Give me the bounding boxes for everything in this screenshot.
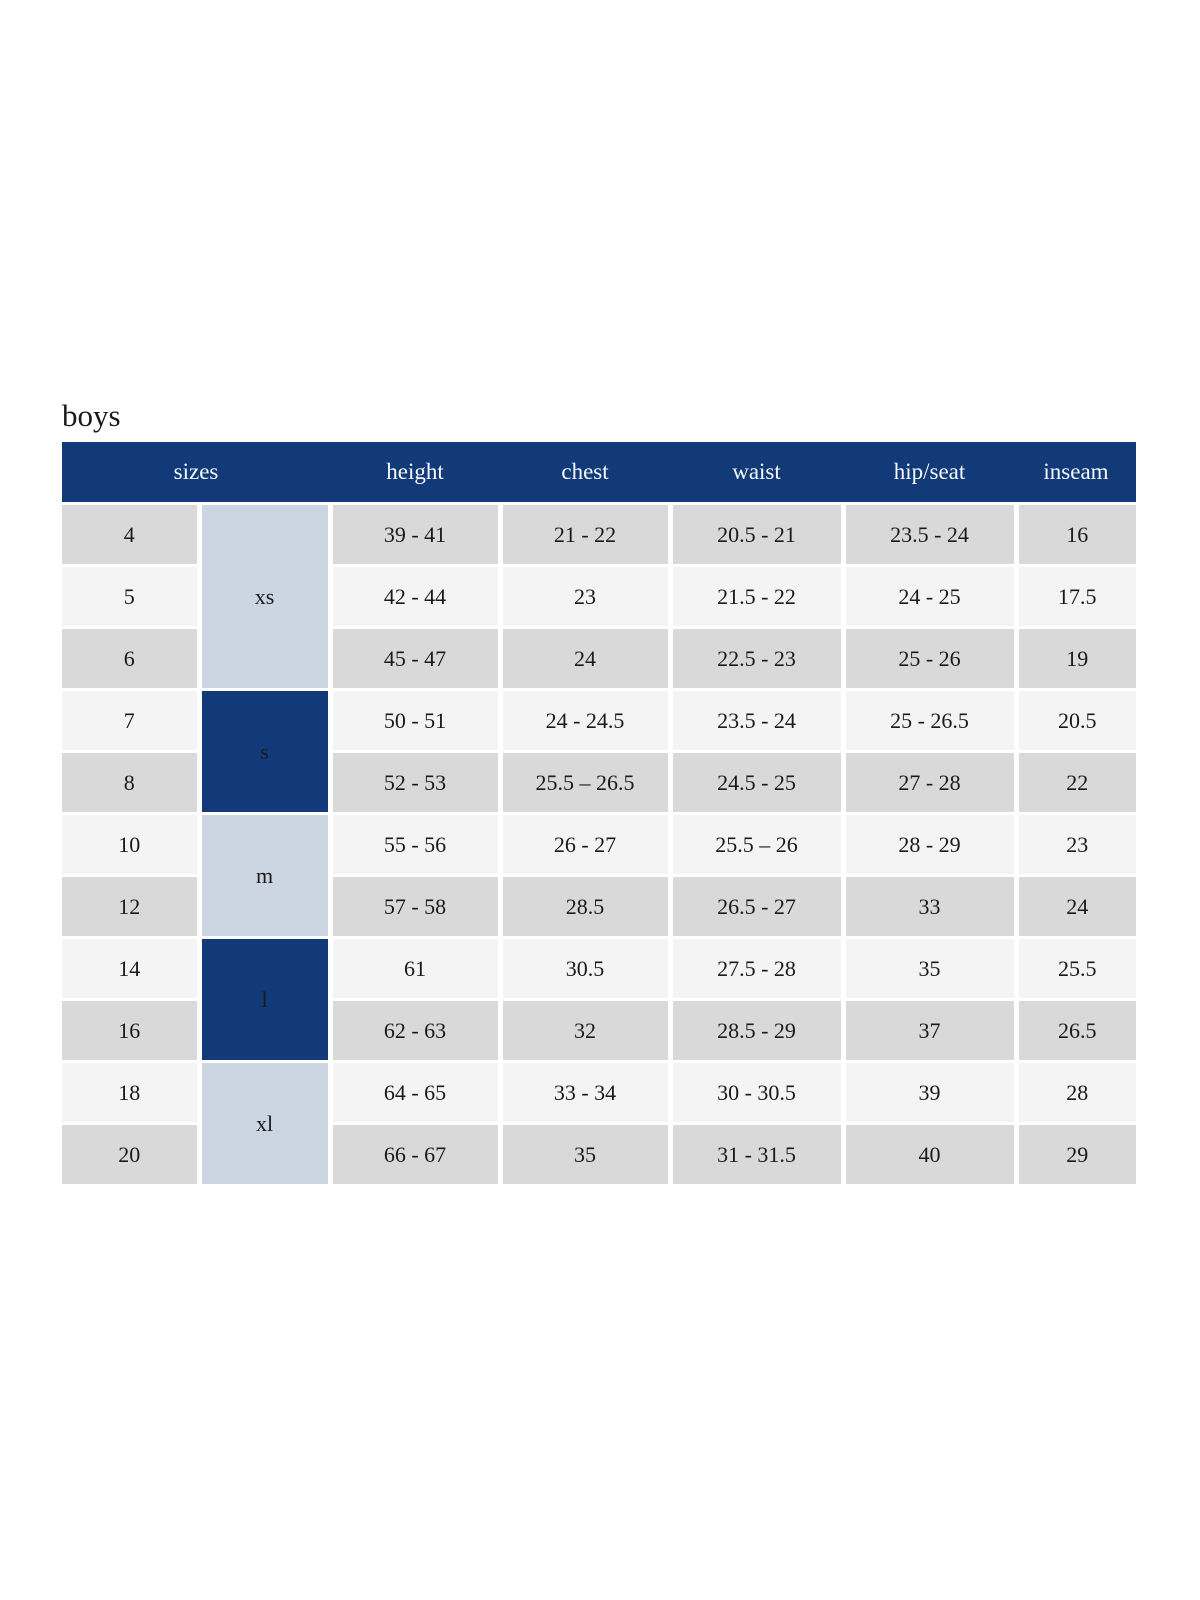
table-row: 8 52 - 53 25.5 – 26.5 24.5 - 25 27 - 28 22 [62, 750, 1136, 815]
height-cell: 39 - 41 [327, 502, 503, 567]
waist-cell: 31 - 31.5 [667, 1122, 846, 1187]
hip-seat-cell: 23.5 - 24 [840, 502, 1019, 567]
inseam-cell: 17.5 [1013, 564, 1136, 629]
table-row: 12 57 - 58 28.5 26.5 - 27 33 24 [62, 874, 1136, 939]
inseam-cell: 29 [1013, 1122, 1136, 1187]
inseam-cell: 19 [1013, 626, 1136, 691]
group-cell-m: m [196, 812, 333, 939]
chest-cell: 21 - 22 [497, 502, 673, 567]
col-header-height: height [330, 442, 500, 504]
size-cell: 8 [62, 750, 202, 815]
table-row: 16 62 - 63 32 28.5 - 29 37 26.5 [62, 998, 1136, 1063]
group-cell-l: l [196, 936, 333, 1063]
size-cell: 14 [62, 936, 202, 1001]
waist-cell: 24.5 - 25 [667, 750, 846, 815]
hip-seat-cell: 28 - 29 [840, 812, 1019, 877]
inseam-cell: 24 [1013, 874, 1136, 939]
inseam-cell: 22 [1013, 750, 1136, 815]
size-chart-body: 4 xs 39 - 41 21 - 22 20.5 - 21 23.5 - 24 16 5 42… [62, 502, 1136, 1187]
waist-cell: 23.5 - 24 [667, 688, 846, 753]
chest-cell: 23 [497, 564, 673, 629]
hip-seat-cell: 35 [840, 936, 1019, 1001]
waist-cell: 28.5 - 29 [667, 998, 846, 1063]
waist-cell: 30 - 30.5 [667, 1060, 846, 1125]
hip-seat-cell: 33 [840, 874, 1019, 939]
chest-cell: 33 - 34 [497, 1060, 673, 1125]
hip-seat-cell: 25 - 26 [840, 626, 1019, 691]
header-row: sizes height chest waist hip/seat inseam [62, 442, 1136, 504]
size-cell: 6 [62, 626, 202, 691]
inseam-cell: 26.5 [1013, 998, 1136, 1063]
hip-seat-cell: 37 [840, 998, 1019, 1063]
table-row: 10 m 55 - 56 26 - 27 25.5 – 26 28 - 29 23 [62, 812, 1136, 939]
height-cell: 55 - 56 [327, 812, 503, 877]
table-row: 20 66 - 67 35 31 - 31.5 40 29 [62, 1122, 1136, 1187]
size-cell: 12 [62, 874, 202, 939]
hip-seat-cell: 40 [840, 1122, 1019, 1187]
height-cell: 50 - 51 [327, 688, 503, 753]
waist-cell: 20.5 - 21 [667, 502, 846, 567]
group-cell-xs: xs [196, 502, 333, 691]
size-chart-section: boys sizes height chest waist hip/seat i… [62, 398, 1136, 1187]
waist-cell: 27.5 - 28 [667, 936, 846, 1001]
size-cell: 5 [62, 564, 202, 629]
chest-cell: 35 [497, 1122, 673, 1187]
table-row: 7 s 50 - 51 24 - 24.5 23.5 - 24 25 - 26.5 20.5 [62, 688, 1136, 815]
inseam-cell: 20.5 [1013, 688, 1136, 753]
height-cell: 66 - 67 [327, 1122, 503, 1187]
size-cell: 18 [62, 1060, 202, 1125]
height-cell: 45 - 47 [327, 626, 503, 691]
chest-cell: 32 [497, 998, 673, 1063]
col-header-sizes: sizes [62, 442, 330, 504]
size-cell: 16 [62, 998, 202, 1063]
chest-cell: 26 - 27 [497, 812, 673, 877]
height-cell: 52 - 53 [327, 750, 503, 815]
chest-cell: 24 [497, 626, 673, 691]
group-cell-xl: xl [196, 1060, 333, 1187]
size-cell: 20 [62, 1122, 202, 1187]
table-row: 18 xl 64 - 65 33 - 34 30 - 30.5 39 28 [62, 1060, 1136, 1187]
col-header-hip-seat: hip/seat [843, 442, 1016, 504]
hip-seat-cell: 24 - 25 [840, 564, 1019, 629]
inseam-cell: 16 [1013, 502, 1136, 567]
inseam-cell: 28 [1013, 1060, 1136, 1125]
inseam-cell: 23 [1013, 812, 1136, 877]
size-cell: 4 [62, 502, 202, 567]
height-cell: 64 - 65 [327, 1060, 503, 1125]
table-header: sizes height chest waist hip/seat inseam [62, 442, 1136, 504]
height-cell: 42 - 44 [327, 564, 503, 629]
chest-cell: 30.5 [497, 936, 673, 1001]
table-row: 14 l 61 30.5 27.5 - 28 35 25.5 [62, 936, 1136, 1063]
hip-seat-cell: 25 - 26.5 [840, 688, 1019, 753]
height-cell: 57 - 58 [327, 874, 503, 939]
inseam-cell: 25.5 [1013, 936, 1136, 1001]
size-cell: 10 [62, 812, 202, 877]
group-cell-s: s [196, 688, 333, 815]
hip-seat-cell: 39 [840, 1060, 1019, 1125]
height-cell: 61 [327, 936, 503, 1001]
page-title: boys [62, 398, 121, 433]
table-row: 5 42 - 44 23 21.5 - 22 24 - 25 17.5 [62, 564, 1136, 629]
waist-cell: 25.5 – 26 [667, 812, 846, 877]
chest-cell: 28.5 [497, 874, 673, 939]
chest-cell: 24 - 24.5 [497, 688, 673, 753]
col-header-inseam: inseam [1016, 442, 1136, 504]
chest-cell: 25.5 – 26.5 [497, 750, 673, 815]
table-row: 4 xs 39 - 41 21 - 22 20.5 - 21 23.5 - 24 16 [62, 502, 1136, 691]
height-cell: 62 - 63 [327, 998, 503, 1063]
size-chart-table: sizes height chest waist hip/seat inseam… [62, 442, 1136, 1187]
waist-cell: 26.5 - 27 [667, 874, 846, 939]
waist-cell: 21.5 - 22 [667, 564, 846, 629]
hip-seat-cell: 27 - 28 [840, 750, 1019, 815]
size-cell: 7 [62, 688, 202, 753]
waist-cell: 22.5 - 23 [667, 626, 846, 691]
col-header-waist: waist [670, 442, 843, 504]
table-row: 6 45 - 47 24 22.5 - 23 25 - 26 19 [62, 626, 1136, 691]
col-header-chest: chest [500, 442, 670, 504]
